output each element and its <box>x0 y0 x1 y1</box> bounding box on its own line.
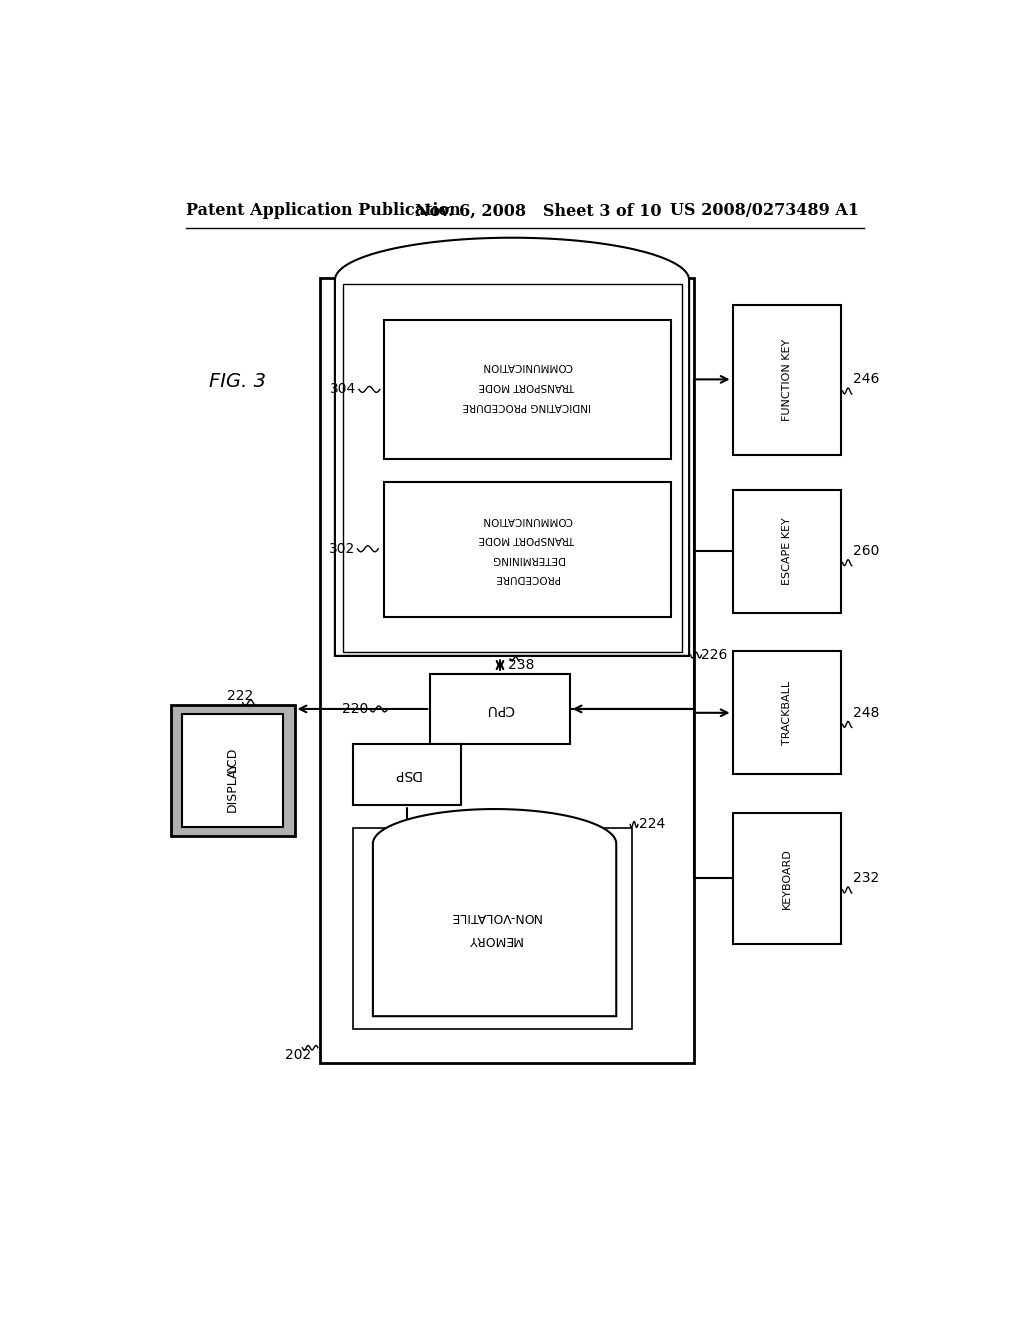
Text: 202: 202 <box>286 1048 311 1063</box>
Text: CPU: CPU <box>485 702 514 715</box>
Text: COMMUNICATION: COMMUNICATION <box>482 362 572 371</box>
Text: TRANSPORT MODE: TRANSPORT MODE <box>479 380 575 391</box>
Text: ESCAPE KEY: ESCAPE KEY <box>781 517 792 585</box>
Bar <box>352 743 461 805</box>
Text: DETERMINING: DETERMINING <box>490 554 563 564</box>
Text: 226: 226 <box>701 648 728 663</box>
Text: 302: 302 <box>329 541 355 556</box>
Bar <box>340 285 684 651</box>
Bar <box>373 843 616 1016</box>
Text: NON-VOLATILE: NON-VOLATILE <box>449 909 541 923</box>
Bar <box>352 829 632 1028</box>
Bar <box>182 714 283 826</box>
Bar <box>384 321 671 459</box>
Text: Nov. 6, 2008   Sheet 3 of 10: Nov. 6, 2008 Sheet 3 of 10 <box>415 202 662 219</box>
Bar <box>171 705 295 836</box>
Text: 220: 220 <box>342 702 369 715</box>
Bar <box>362 836 624 1022</box>
Bar <box>732 651 841 775</box>
Text: DISPLAY: DISPLAY <box>226 760 240 812</box>
Text: FIG. 3: FIG. 3 <box>209 372 266 391</box>
Polygon shape <box>373 809 616 1016</box>
Bar <box>335 280 689 656</box>
Bar <box>732 305 841 455</box>
Text: FUNCTION KEY: FUNCTION KEY <box>781 338 792 421</box>
Text: TRACKBALL: TRACKBALL <box>781 681 792 744</box>
Bar <box>732 813 841 944</box>
Text: 232: 232 <box>853 871 879 886</box>
Text: Patent Application Publication: Patent Application Publication <box>186 202 461 219</box>
Bar <box>343 284 682 652</box>
Text: MEMORY: MEMORY <box>467 933 522 945</box>
Text: 238: 238 <box>508 659 535 672</box>
Text: INDICATING PROCEDURE: INDICATING PROCEDURE <box>463 401 592 412</box>
Text: TRANSPORT MODE: TRANSPORT MODE <box>479 533 575 544</box>
Text: 222: 222 <box>227 689 254 702</box>
Text: DSP: DSP <box>393 767 421 781</box>
Text: 304: 304 <box>331 383 356 396</box>
Bar <box>321 277 693 1063</box>
Text: 260: 260 <box>853 544 879 558</box>
Text: US 2008/0273489 A1: US 2008/0273489 A1 <box>671 202 859 219</box>
Text: 248: 248 <box>853 706 879 719</box>
Text: 246: 246 <box>853 372 879 387</box>
Text: PROCEDURE: PROCEDURE <box>495 573 559 583</box>
Bar <box>430 675 569 743</box>
Text: KEYBOARD: KEYBOARD <box>781 847 792 908</box>
Text: COMMUNICATION: COMMUNICATION <box>482 515 572 524</box>
Text: 224: 224 <box>640 817 666 832</box>
Text: LCD: LCD <box>226 746 240 772</box>
Polygon shape <box>335 238 689 656</box>
Bar <box>732 490 841 612</box>
Bar <box>384 482 671 616</box>
